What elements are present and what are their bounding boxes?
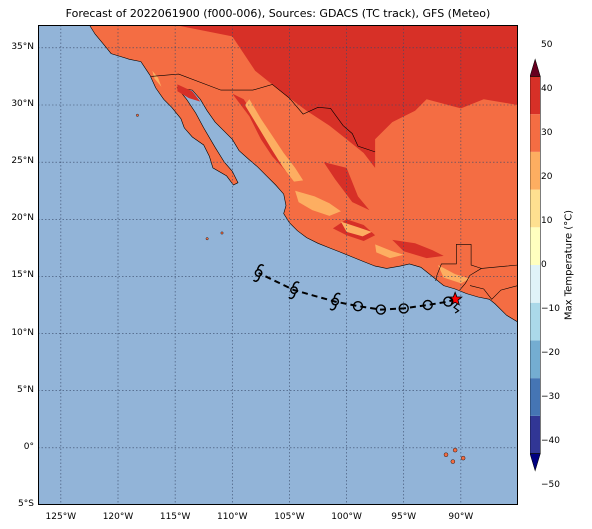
mild-region bbox=[295, 190, 341, 216]
track-point-marker bbox=[352, 300, 364, 312]
lat-tick-label: 5°N bbox=[17, 384, 34, 395]
island bbox=[136, 113, 139, 117]
track-point-marker bbox=[398, 303, 409, 314]
colorbar-segment bbox=[530, 265, 541, 303]
track-point-marker bbox=[375, 304, 387, 315]
lon-tick-label: 95°W bbox=[391, 512, 417, 522]
colorbar-segment bbox=[530, 378, 541, 416]
colorbar-tick-label: 30 bbox=[541, 128, 553, 138]
colorbar-tick-label: 0 bbox=[541, 260, 547, 270]
hurricane-symbol-marker bbox=[252, 264, 265, 282]
colorbar-segment bbox=[530, 114, 541, 152]
colorbar-tick-label: 40 bbox=[541, 84, 553, 94]
hurricane-symbol-marker bbox=[329, 292, 341, 311]
colorbar-segment bbox=[530, 227, 541, 265]
colorbar-segment bbox=[530, 302, 541, 341]
lat-tick-label: 35°N bbox=[11, 41, 34, 52]
galapagos-island bbox=[443, 452, 449, 457]
hot-region bbox=[177, 84, 201, 102]
lon-tick-label: 100°W bbox=[331, 512, 362, 522]
lat-tick-label: 15°N bbox=[11, 270, 34, 281]
colorbar-tick-label: −20 bbox=[541, 348, 560, 358]
mild-region bbox=[340, 221, 372, 237]
lon-tick-label: 125°W bbox=[45, 512, 77, 522]
mild-region bbox=[244, 99, 304, 182]
country-borders bbox=[151, 73, 519, 300]
map-frame bbox=[38, 25, 518, 505]
hot-region bbox=[232, 93, 286, 172]
colorbar-extend-low bbox=[530, 453, 541, 472]
mild-region bbox=[152, 70, 162, 87]
colorbar-tick-label: 10 bbox=[541, 216, 553, 226]
colorbar-tick-label: 50 bbox=[541, 40, 553, 50]
galapagos-island bbox=[452, 447, 458, 453]
storm-track bbox=[252, 264, 463, 315]
colorbar-tick-label: 20 bbox=[541, 172, 553, 182]
map-panel bbox=[38, 24, 519, 506]
central-america-border bbox=[435, 244, 483, 291]
colorbar-segment bbox=[530, 340, 541, 379]
hot-region bbox=[392, 239, 444, 259]
lon-tick-label: 120°W bbox=[102, 512, 134, 522]
colorbar-segment bbox=[530, 189, 541, 228]
lon-tick-label: 90°W bbox=[448, 512, 474, 522]
lat-tick-label: 0° bbox=[23, 441, 34, 452]
lat-tick-label: 30°N bbox=[11, 99, 34, 109]
lat-tick-label: 25°N bbox=[11, 156, 34, 167]
colorbar-label: Max Temperature (°C) bbox=[563, 209, 575, 321]
colorbar-segment bbox=[530, 76, 541, 115]
island bbox=[205, 237, 209, 241]
colorbar-tick-label: −50 bbox=[541, 480, 560, 490]
galapagos-island bbox=[460, 455, 466, 461]
lat-tick-label: 20°N bbox=[11, 213, 34, 224]
colorbar-tick-label: −30 bbox=[541, 392, 560, 402]
lon-tick-label: 105°W bbox=[274, 512, 305, 522]
lat-tick-label: 5°S bbox=[18, 499, 34, 509]
colorbar-frame bbox=[530, 76, 541, 454]
forecast-track-line bbox=[258, 272, 456, 311]
colorbar-tick-label: −40 bbox=[541, 436, 560, 446]
mild-region bbox=[438, 265, 470, 284]
lat-tick-label: 10°N bbox=[11, 327, 34, 338]
track-point-marker bbox=[422, 299, 433, 311]
forecast-map bbox=[38, 24, 519, 506]
lon-tick-label: 110°W bbox=[216, 512, 248, 522]
mild-region bbox=[375, 244, 404, 259]
island bbox=[220, 231, 224, 235]
nicaragua-border bbox=[469, 285, 519, 300]
honduras-coast bbox=[481, 264, 519, 269]
galapagos-island bbox=[450, 459, 456, 464]
colorbar-segment bbox=[530, 151, 541, 190]
colorbar-tick-label: −10 bbox=[541, 304, 560, 314]
lon-tick-label: 115°W bbox=[159, 512, 191, 522]
colorbar-extend-high bbox=[530, 58, 541, 77]
track-point-marker bbox=[443, 296, 454, 307]
temperature-colorbar bbox=[530, 58, 541, 472]
hurricane-symbol-marker bbox=[288, 281, 300, 300]
map-title: Forecast of 2022061900 (f000-006), Sourc… bbox=[65, 7, 491, 20]
us-mexico-border bbox=[151, 73, 376, 153]
colorbar-segment bbox=[530, 415, 541, 454]
